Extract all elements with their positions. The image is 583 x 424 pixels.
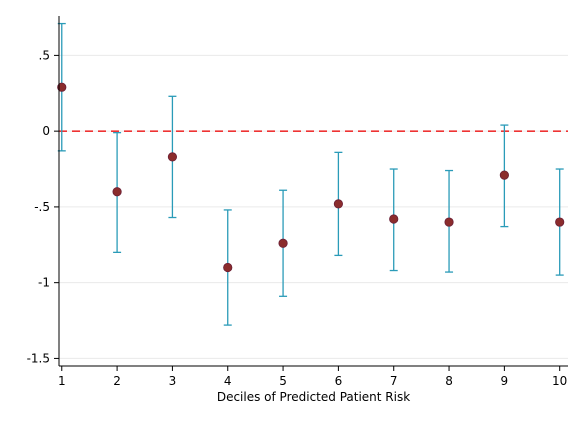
x-tick-label: 8 [445, 374, 453, 388]
x-tick-label: 1 [58, 374, 66, 388]
y-tick-label: 0 [42, 124, 50, 138]
point-estimate-4 [223, 262, 233, 273]
axes: .5 0 -.5 -1 -1.5 1 2 3 4 5 6 7 8 9 10 [27, 16, 568, 388]
y-tick-label: -.5 [34, 200, 50, 214]
point-estimate-3 [167, 152, 178, 162]
x-tick-label: 6 [335, 374, 343, 388]
gridlines [59, 54, 568, 359]
x-tick-label: 10 [552, 374, 567, 388]
x-tick-label: 4 [224, 374, 232, 388]
y-tick-label: -1 [38, 276, 50, 290]
point-estimate-10 [555, 217, 565, 227]
point-estimate-8 [444, 217, 454, 227]
point-estimate-7 [389, 214, 399, 224]
point-estimate-2 [112, 187, 122, 197]
point-estimate-6 [333, 199, 343, 209]
x-axis-title: Deciles of Predicted Patient Risk [217, 390, 410, 404]
point-estimate-9 [499, 170, 509, 180]
x-tick-label: 7 [390, 374, 398, 388]
point-estimate-1 [57, 82, 67, 92]
x-tick-label: 2 [113, 374, 121, 388]
x-tick-label: 5 [279, 374, 287, 388]
y-tick-label: .5 [39, 48, 50, 62]
point-estimate-5 [278, 238, 288, 248]
error-bars [57, 22, 564, 326]
x-tick-label: 9 [501, 374, 509, 388]
x-tick-label: 3 [169, 374, 177, 388]
point-estimates [57, 82, 565, 273]
y-tick-label: -1.5 [27, 351, 50, 365]
